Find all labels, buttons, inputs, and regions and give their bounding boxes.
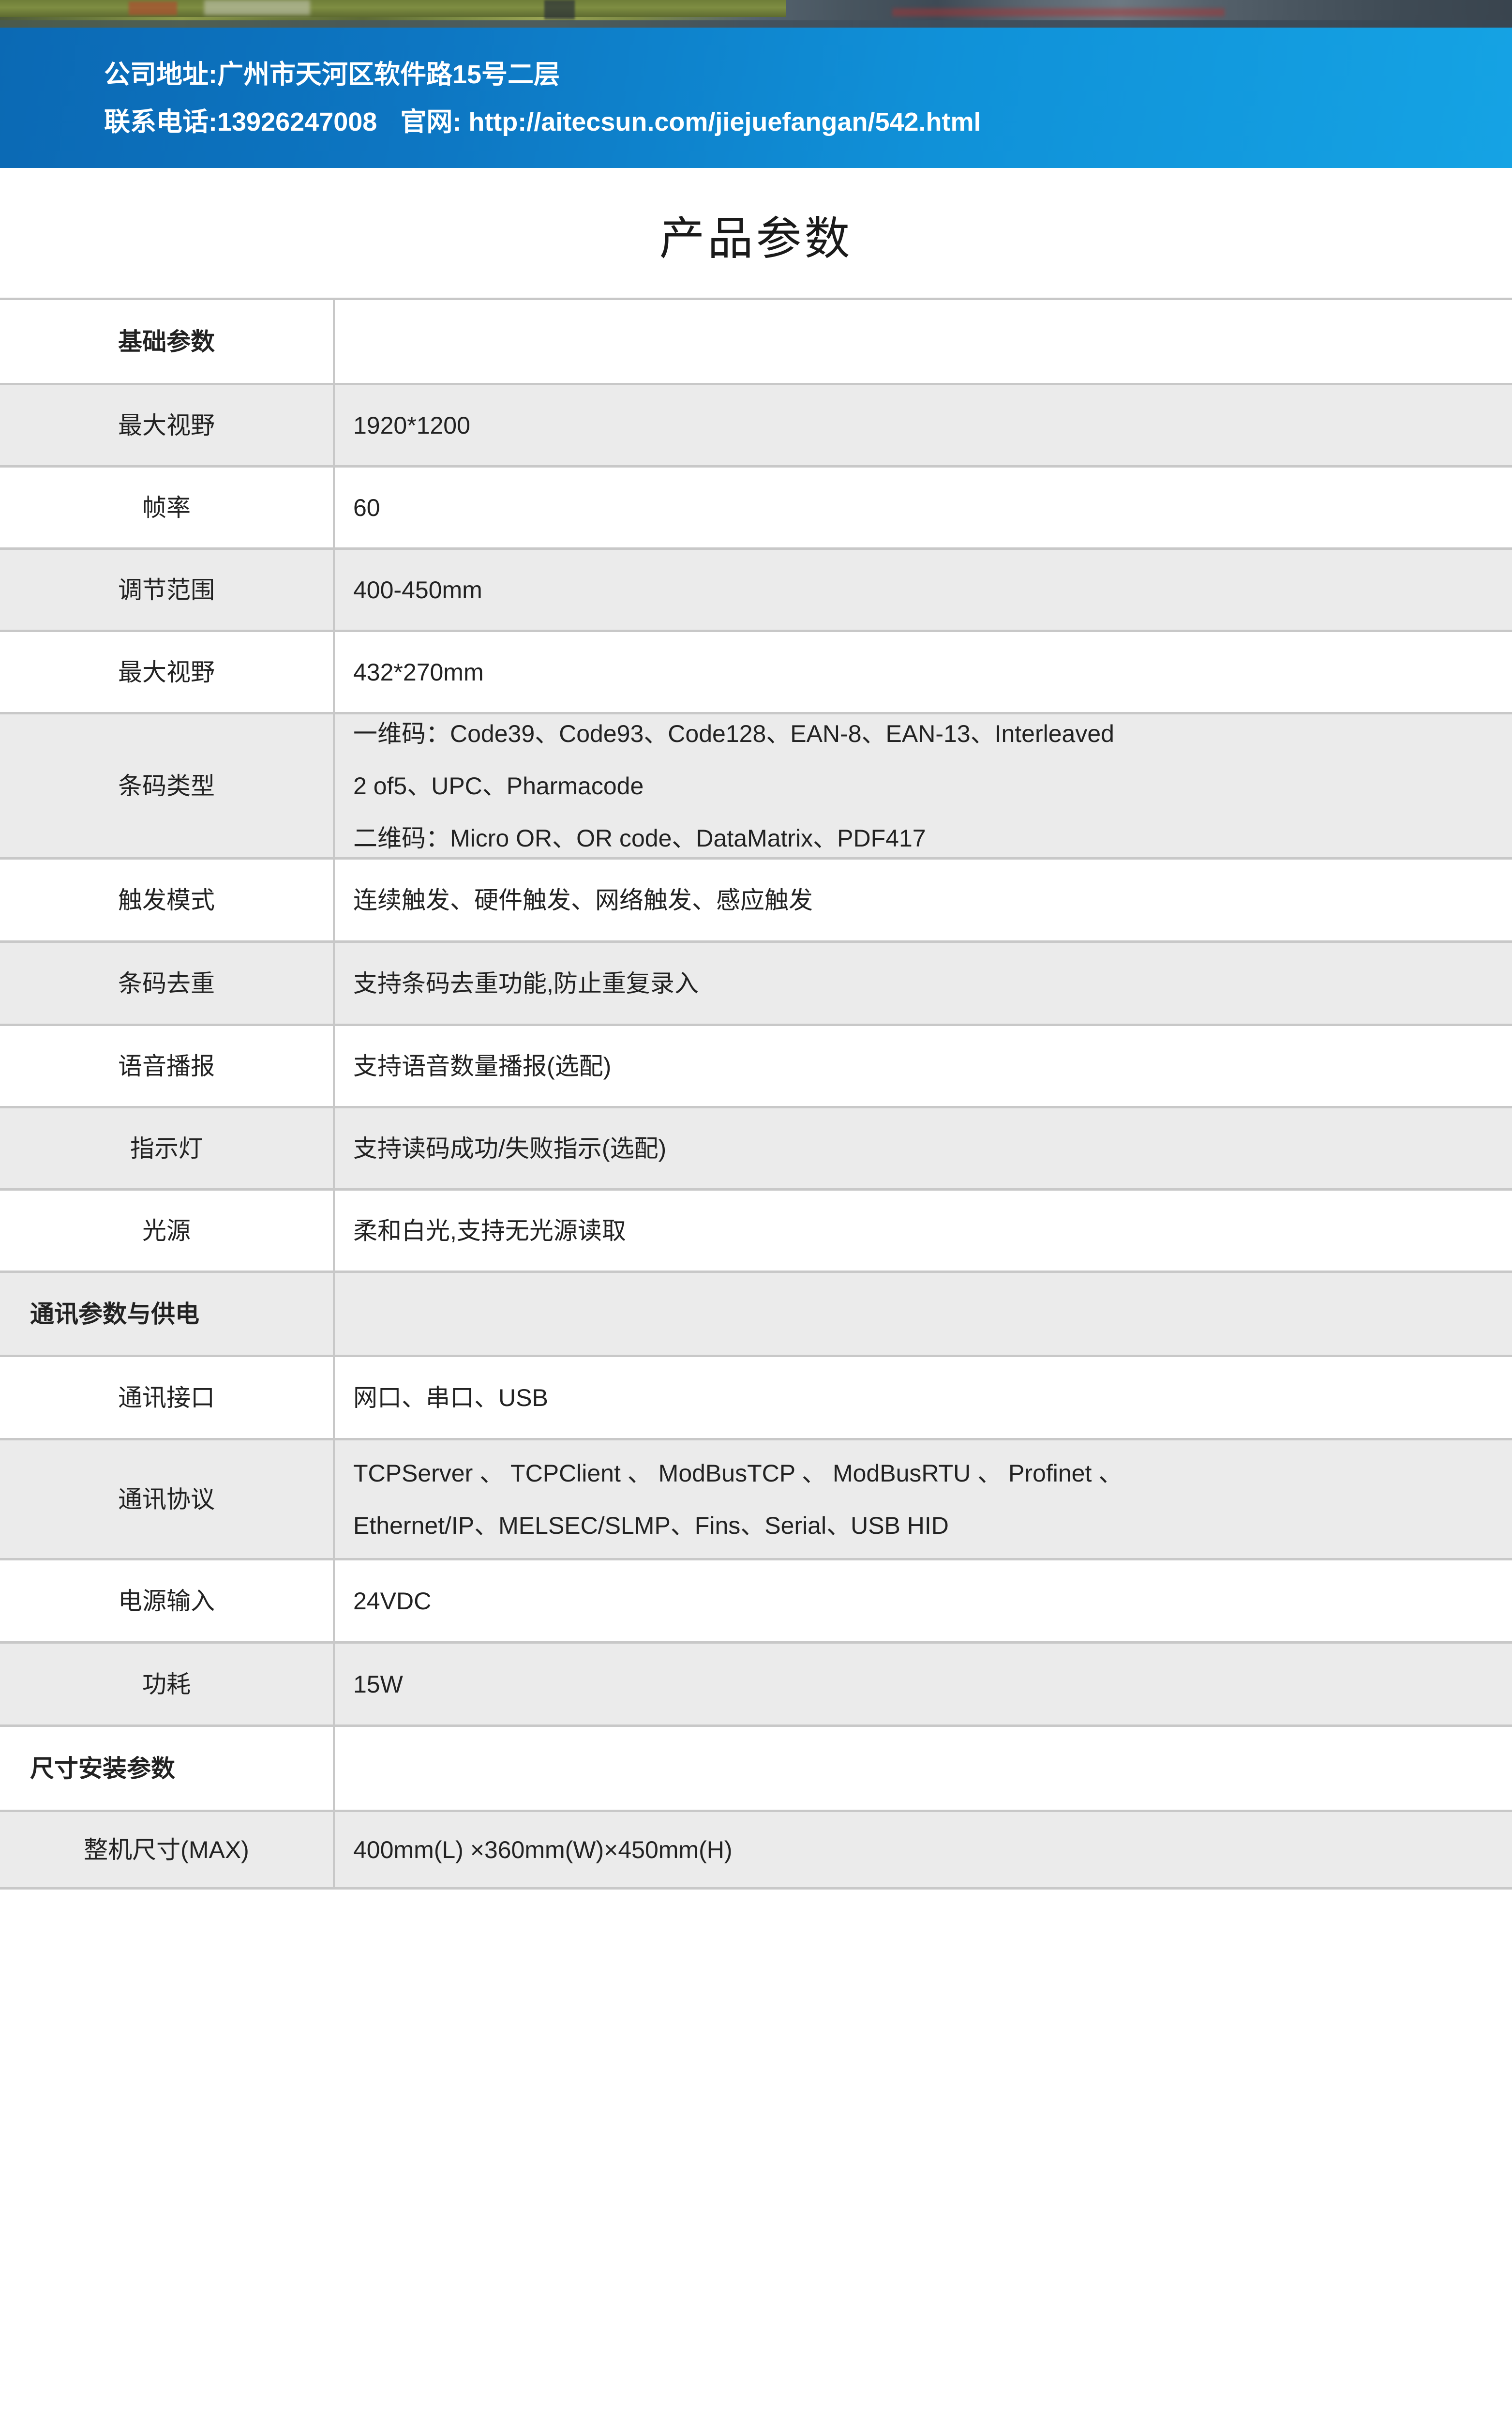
spec-value: 432*270mm — [334, 630, 1512, 714]
spec-label: 条码去重 — [0, 940, 335, 1026]
spec-label: 触发模式 — [0, 857, 335, 943]
contact-banner: 公司地址:广州市天河区软件路15号二层 联系电话:13926247008 官网: … — [0, 28, 1512, 168]
header-photo-strip — [0, 0, 1512, 28]
phone-text: 联系电话:13926247008 — [104, 107, 377, 136]
spec-value — [334, 298, 1512, 385]
table-row: 条码类型 一维码：Code39、Code93、Code128、EAN-8、EAN-… — [0, 712, 1512, 860]
spec-value: 24VDC — [334, 1558, 1512, 1644]
table-row: 最大视野 432*270mm — [0, 630, 1512, 714]
spec-value: 连续触发、硬件触发、网络触发、感应触发 — [334, 857, 1512, 943]
table-row: 基础参数 — [0, 298, 1512, 385]
table-row: 功耗 15W — [0, 1641, 1512, 1727]
spec-label: 条码类型 — [0, 712, 335, 860]
spec-label: 电源输入 — [0, 1558, 335, 1644]
spec-label: 语音播报 — [0, 1024, 335, 1108]
section-header-label: 通讯参数与供电 — [0, 1270, 335, 1357]
table-row: 调节范围 400-450mm — [0, 547, 1512, 632]
spec-value: 15W — [334, 1641, 1512, 1727]
spec-value: 柔和白光,支持无光源读取 — [334, 1188, 1512, 1273]
table-row: 指示灯 支持读码成功/失败指示(选配) — [0, 1106, 1512, 1191]
spec-value: 400mm(L) ×360mm(W)×450mm(H) — [334, 1810, 1512, 1890]
table-row: 通讯协议 TCPServer 、 TCPClient 、 ModBusTCP 、 … — [0, 1438, 1512, 1560]
website-text[interactable]: 官网: http://aitecsun.com/jiejuefangan/542… — [400, 107, 981, 136]
photo-detail-b — [204, 0, 310, 15]
photo-road-band — [0, 20, 1512, 28]
spec-value-line: 二维码：Micro OR、OR code、DataMatrix、PDF417 — [353, 824, 926, 852]
spec-label: 整机尺寸(MAX) — [0, 1810, 335, 1890]
table-row: 通讯接口 网口、串口、USB — [0, 1355, 1512, 1440]
spec-label: 最大视野 — [0, 383, 335, 468]
spec-value: 60 — [334, 465, 1512, 550]
table-row: 电源输入 24VDC — [0, 1558, 1512, 1644]
table-row: 帧率 60 — [0, 465, 1512, 550]
spec-value — [334, 1724, 1512, 1812]
spec-value-line: Ethernet/IP、MELSEC/SLMP、Fins、Serial、USB … — [353, 1512, 949, 1539]
photo-field-band — [0, 0, 786, 17]
spec-value-line: TCPServer 、 TCPClient 、 ModBusTCP 、 ModB… — [353, 1459, 1123, 1487]
company-address-line: 公司地址:广州市天河区软件路15号二层 — [104, 60, 560, 89]
spec-value-line: 一维码：Code39、Code93、Code128、EAN-8、EAN-13、I… — [353, 720, 1114, 747]
table-row: 通讯参数与供电 — [0, 1270, 1512, 1357]
table-row: 条码去重 支持条码去重功能,防止重复录入 — [0, 940, 1512, 1026]
spec-value: 支持条码去重功能,防止重复录入 — [334, 940, 1512, 1026]
product-spec-table: 基础参数 最大视野 1920*1200 帧率 60 调节范围 400-450mm 最大视野 43… — [0, 298, 1512, 1890]
spec-value: 支持语音数量播报(选配) — [334, 1024, 1512, 1108]
page-title: 产品参数 — [659, 213, 853, 264]
photo-detail-a — [128, 1, 177, 15]
spec-value-multiline: TCPServer 、 TCPClient 、 ModBusTCP 、 ModB… — [353, 1461, 1512, 1538]
spec-label: 通讯接口 — [0, 1355, 335, 1440]
spec-label: 指示灯 — [0, 1106, 335, 1191]
table-row: 整机尺寸(MAX) 400mm(L) ×360mm(W)×450mm(H) — [0, 1810, 1512, 1890]
section-header-label: 基础参数 — [0, 298, 335, 385]
table-row: 最大视野 1920*1200 — [0, 383, 1512, 468]
table-row: 尺寸安装参数 — [0, 1724, 1512, 1812]
spec-value: 1920*1200 — [334, 383, 1512, 468]
spec-value: 网口、串口、USB — [334, 1355, 1512, 1440]
spec-label: 通讯协议 — [0, 1438, 335, 1560]
photo-detail-d — [892, 8, 1225, 17]
spec-value: 一维码：Code39、Code93、Code128、EAN-8、EAN-13、I… — [334, 712, 1512, 860]
spec-label: 光源 — [0, 1188, 335, 1273]
spec-label: 最大视野 — [0, 630, 335, 714]
section-header-label: 尺寸安装参数 — [0, 1724, 335, 1812]
bottom-spacer — [0, 1890, 1512, 1891]
table-row: 语音播报 支持语音数量播报(选配) — [0, 1024, 1512, 1108]
spec-label: 帧率 — [0, 465, 335, 550]
spec-value-line: 2 of5、UPC、Pharmacode — [353, 772, 644, 800]
table-row: 触发模式 连续触发、硬件触发、网络触发、感应触发 — [0, 857, 1512, 943]
spec-value: 支持读码成功/失败指示(选配) — [334, 1106, 1512, 1191]
spec-value — [334, 1270, 1512, 1357]
spec-label: 调节范围 — [0, 547, 335, 632]
contact-line: 联系电话:13926247008 官网: http://aitecsun.com/… — [104, 109, 1512, 135]
table-row: 光源 柔和白光,支持无光源读取 — [0, 1188, 1512, 1273]
photo-detail-c — [544, 0, 575, 19]
spec-value: 400-450mm — [334, 547, 1512, 632]
spec-value-multiline: 一维码：Code39、Code93、Code128、EAN-8、EAN-13、I… — [353, 722, 1512, 850]
spec-value: TCPServer 、 TCPClient 、 ModBusTCP 、 ModB… — [334, 1438, 1512, 1560]
spec-label: 功耗 — [0, 1641, 335, 1727]
